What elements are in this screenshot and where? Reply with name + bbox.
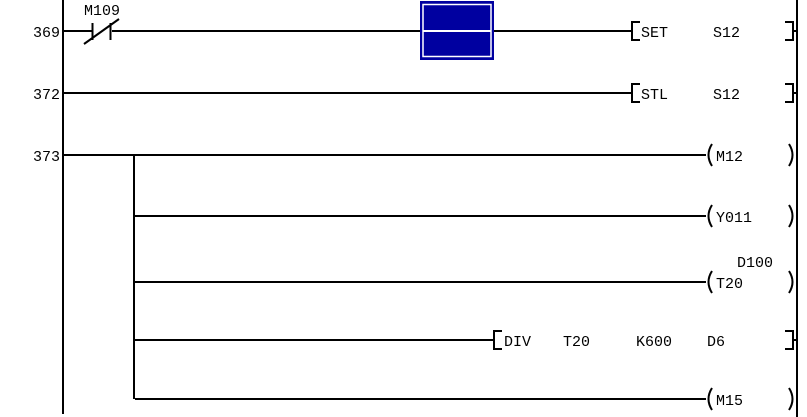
coil-device-label: Y011 bbox=[716, 210, 752, 227]
step-number: 372 bbox=[33, 87, 60, 104]
contact-device-label: M109 bbox=[84, 3, 120, 20]
coil-close-paren-symbol bbox=[788, 204, 794, 228]
coil-open-paren-symbol bbox=[707, 270, 713, 294]
coil-t20[interactable]: T20 bbox=[707, 270, 794, 294]
nc-contact-symbol[interactable] bbox=[83, 18, 120, 45]
open-bracket-symbol bbox=[493, 330, 502, 350]
instruction-mnemonic: STL bbox=[641, 87, 668, 104]
open-bracket-symbol bbox=[631, 83, 640, 103]
instruction-set[interactable]: SET S12 bbox=[631, 21, 796, 42]
coil-close-paren-symbol bbox=[788, 270, 794, 294]
edit-cursor-cell[interactable] bbox=[420, 1, 494, 60]
coil-m15[interactable]: M15 bbox=[707, 387, 794, 411]
instruction-operand: S12 bbox=[713, 87, 740, 104]
instruction-operand: K600 bbox=[636, 334, 672, 351]
coil-close-paren-symbol bbox=[788, 387, 794, 411]
instruction-operand: T20 bbox=[563, 334, 590, 351]
coil-open-paren-symbol bbox=[707, 143, 713, 167]
step-number: 373 bbox=[33, 149, 60, 166]
instruction-div[interactable]: DIV T20 K600 D6 bbox=[493, 330, 796, 351]
timer-preset-label: D100 bbox=[737, 255, 773, 272]
coil-open-paren-symbol bbox=[707, 387, 713, 411]
coil-close-paren-symbol bbox=[788, 143, 794, 167]
open-bracket-symbol bbox=[631, 21, 640, 41]
coil-y011[interactable]: Y011 bbox=[707, 204, 794, 228]
instruction-operand: D6 bbox=[707, 334, 725, 351]
coil-device-label: M15 bbox=[716, 393, 743, 410]
step-number: 369 bbox=[33, 25, 60, 42]
instruction-stl[interactable]: STL S12 bbox=[631, 83, 796, 104]
close-bracket-symbol bbox=[785, 330, 794, 350]
coil-m12[interactable]: M12 bbox=[707, 143, 794, 167]
instruction-operand: S12 bbox=[713, 25, 740, 42]
coil-open-paren-symbol bbox=[707, 204, 713, 228]
instruction-mnemonic: DIV bbox=[504, 334, 531, 351]
close-bracket-symbol bbox=[785, 21, 794, 41]
coil-device-label: M12 bbox=[716, 149, 743, 166]
coil-device-label: T20 bbox=[716, 276, 743, 293]
close-bracket-symbol bbox=[785, 83, 794, 103]
instruction-mnemonic: SET bbox=[641, 25, 668, 42]
